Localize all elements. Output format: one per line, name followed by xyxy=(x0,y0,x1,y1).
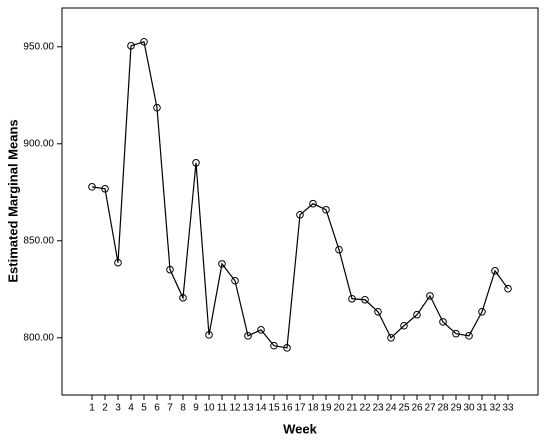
x-tick-label: 25 xyxy=(398,403,410,414)
y-tick-label: 950.00 xyxy=(23,41,54,52)
y-tick-label: 850.00 xyxy=(23,235,54,246)
point xyxy=(192,159,200,167)
point xyxy=(205,331,213,339)
x-tick-label: 32 xyxy=(489,403,501,414)
x-tick-label: 33 xyxy=(502,403,514,414)
x-tick-label: 27 xyxy=(424,403,436,414)
x-tick-label: 8 xyxy=(180,403,186,414)
point xyxy=(348,294,356,303)
point xyxy=(322,205,330,214)
x-tick-label: 29 xyxy=(450,403,462,414)
x-tick-label: 19 xyxy=(320,403,332,414)
x-tick-label: 14 xyxy=(255,403,267,414)
point xyxy=(88,183,96,191)
x-tick-label: 23 xyxy=(372,403,384,414)
point xyxy=(452,329,460,338)
point xyxy=(140,37,148,46)
point xyxy=(309,199,317,208)
point xyxy=(231,276,239,285)
point xyxy=(283,344,291,352)
x-tick-label: 30 xyxy=(463,403,475,414)
y-tick-label: 900.00 xyxy=(23,138,54,149)
point xyxy=(179,294,187,302)
x-tick-label: 12 xyxy=(229,403,241,414)
point xyxy=(335,245,343,254)
x-tick-label: 17 xyxy=(294,403,306,414)
x-tick-label: 5 xyxy=(141,403,147,414)
x-tick-label: 28 xyxy=(437,403,449,414)
point xyxy=(413,310,421,319)
x-tick-label: 18 xyxy=(307,403,319,414)
x-tick-label: 13 xyxy=(242,403,254,414)
point xyxy=(387,333,395,342)
x-tick-label: 6 xyxy=(154,403,160,414)
point xyxy=(439,318,447,326)
x-tick-label: 4 xyxy=(128,403,134,414)
point xyxy=(218,260,226,268)
plot-frame xyxy=(61,7,539,396)
point xyxy=(296,210,304,219)
point xyxy=(127,42,135,50)
x-tick-label: 10 xyxy=(203,403,215,414)
line xyxy=(91,40,509,349)
point xyxy=(374,307,382,316)
x-tick-label: 15 xyxy=(268,403,280,414)
point xyxy=(257,326,265,334)
point xyxy=(400,321,408,330)
y-axis-title: Estimated Marginal Means xyxy=(5,119,20,282)
point xyxy=(166,265,174,274)
x-tick-label: 26 xyxy=(411,403,423,414)
x-tick-label: 22 xyxy=(359,403,371,414)
x-tick-label: 21 xyxy=(346,403,358,414)
x-tick-label: 1 xyxy=(89,403,95,414)
point xyxy=(101,184,109,193)
point xyxy=(491,267,499,275)
point xyxy=(244,332,252,340)
x-axis-title: Week xyxy=(283,421,317,436)
x-tick-label: 3 xyxy=(115,403,121,414)
point xyxy=(361,295,369,304)
point xyxy=(465,332,473,340)
point xyxy=(426,292,434,300)
x-tick-label: 24 xyxy=(385,403,397,414)
x-tick-label: 20 xyxy=(333,403,345,414)
x-tick-label: 2 xyxy=(102,403,108,414)
x-tick-label: 9 xyxy=(193,403,199,414)
point xyxy=(504,284,512,293)
point xyxy=(478,307,486,316)
point xyxy=(114,258,122,267)
y-tick-label: 800.00 xyxy=(23,332,54,343)
point xyxy=(270,341,278,350)
point xyxy=(153,103,161,112)
x-tick-label: 31 xyxy=(476,403,488,414)
x-tick-label: 16 xyxy=(281,403,293,414)
x-tick-label: 7 xyxy=(167,403,173,414)
x-tick-label: 11 xyxy=(217,403,228,414)
